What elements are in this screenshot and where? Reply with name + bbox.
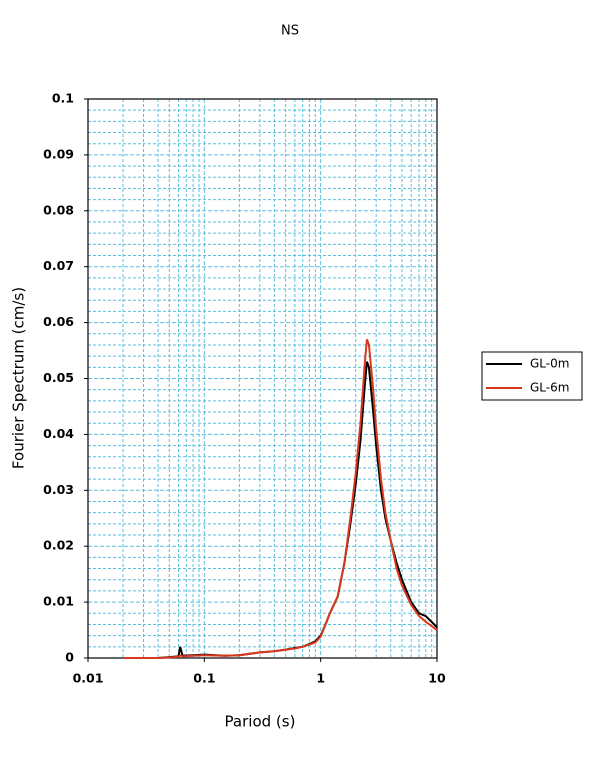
y-tick-label: 0.07 <box>43 258 74 273</box>
x-tick-label: 0.01 <box>73 671 104 686</box>
legend-box <box>481 351 583 401</box>
y-tick-label: 0.01 <box>43 594 74 609</box>
legend-label: GL-0m <box>530 357 569 371</box>
y-tick-label: 0.09 <box>43 146 74 161</box>
y-tick-label: 0.06 <box>43 314 74 329</box>
y-tick-label: 0.03 <box>43 482 74 497</box>
plot-frame <box>87 98 438 659</box>
y-tick-label: 0.1 <box>52 91 74 106</box>
chart-title: NS <box>281 24 299 39</box>
legend-label: GL-6m <box>530 381 569 395</box>
x-tick-label: 1 <box>316 671 325 686</box>
x-axis-label: Pariod (s) <box>225 713 296 731</box>
y-tick-label: 0.08 <box>43 202 74 217</box>
x-tick-label: 0.1 <box>193 671 215 686</box>
x-tick-label: 10 <box>428 671 446 686</box>
y-tick-label: 0.04 <box>43 426 74 441</box>
y-axis-label: Fourier Spectrum (cm/s) <box>10 287 28 469</box>
y-tick-label: 0.02 <box>43 538 74 553</box>
series-line <box>123 339 438 659</box>
y-tick-label: 0.05 <box>43 370 74 385</box>
y-tick-label: 0 <box>65 650 74 665</box>
